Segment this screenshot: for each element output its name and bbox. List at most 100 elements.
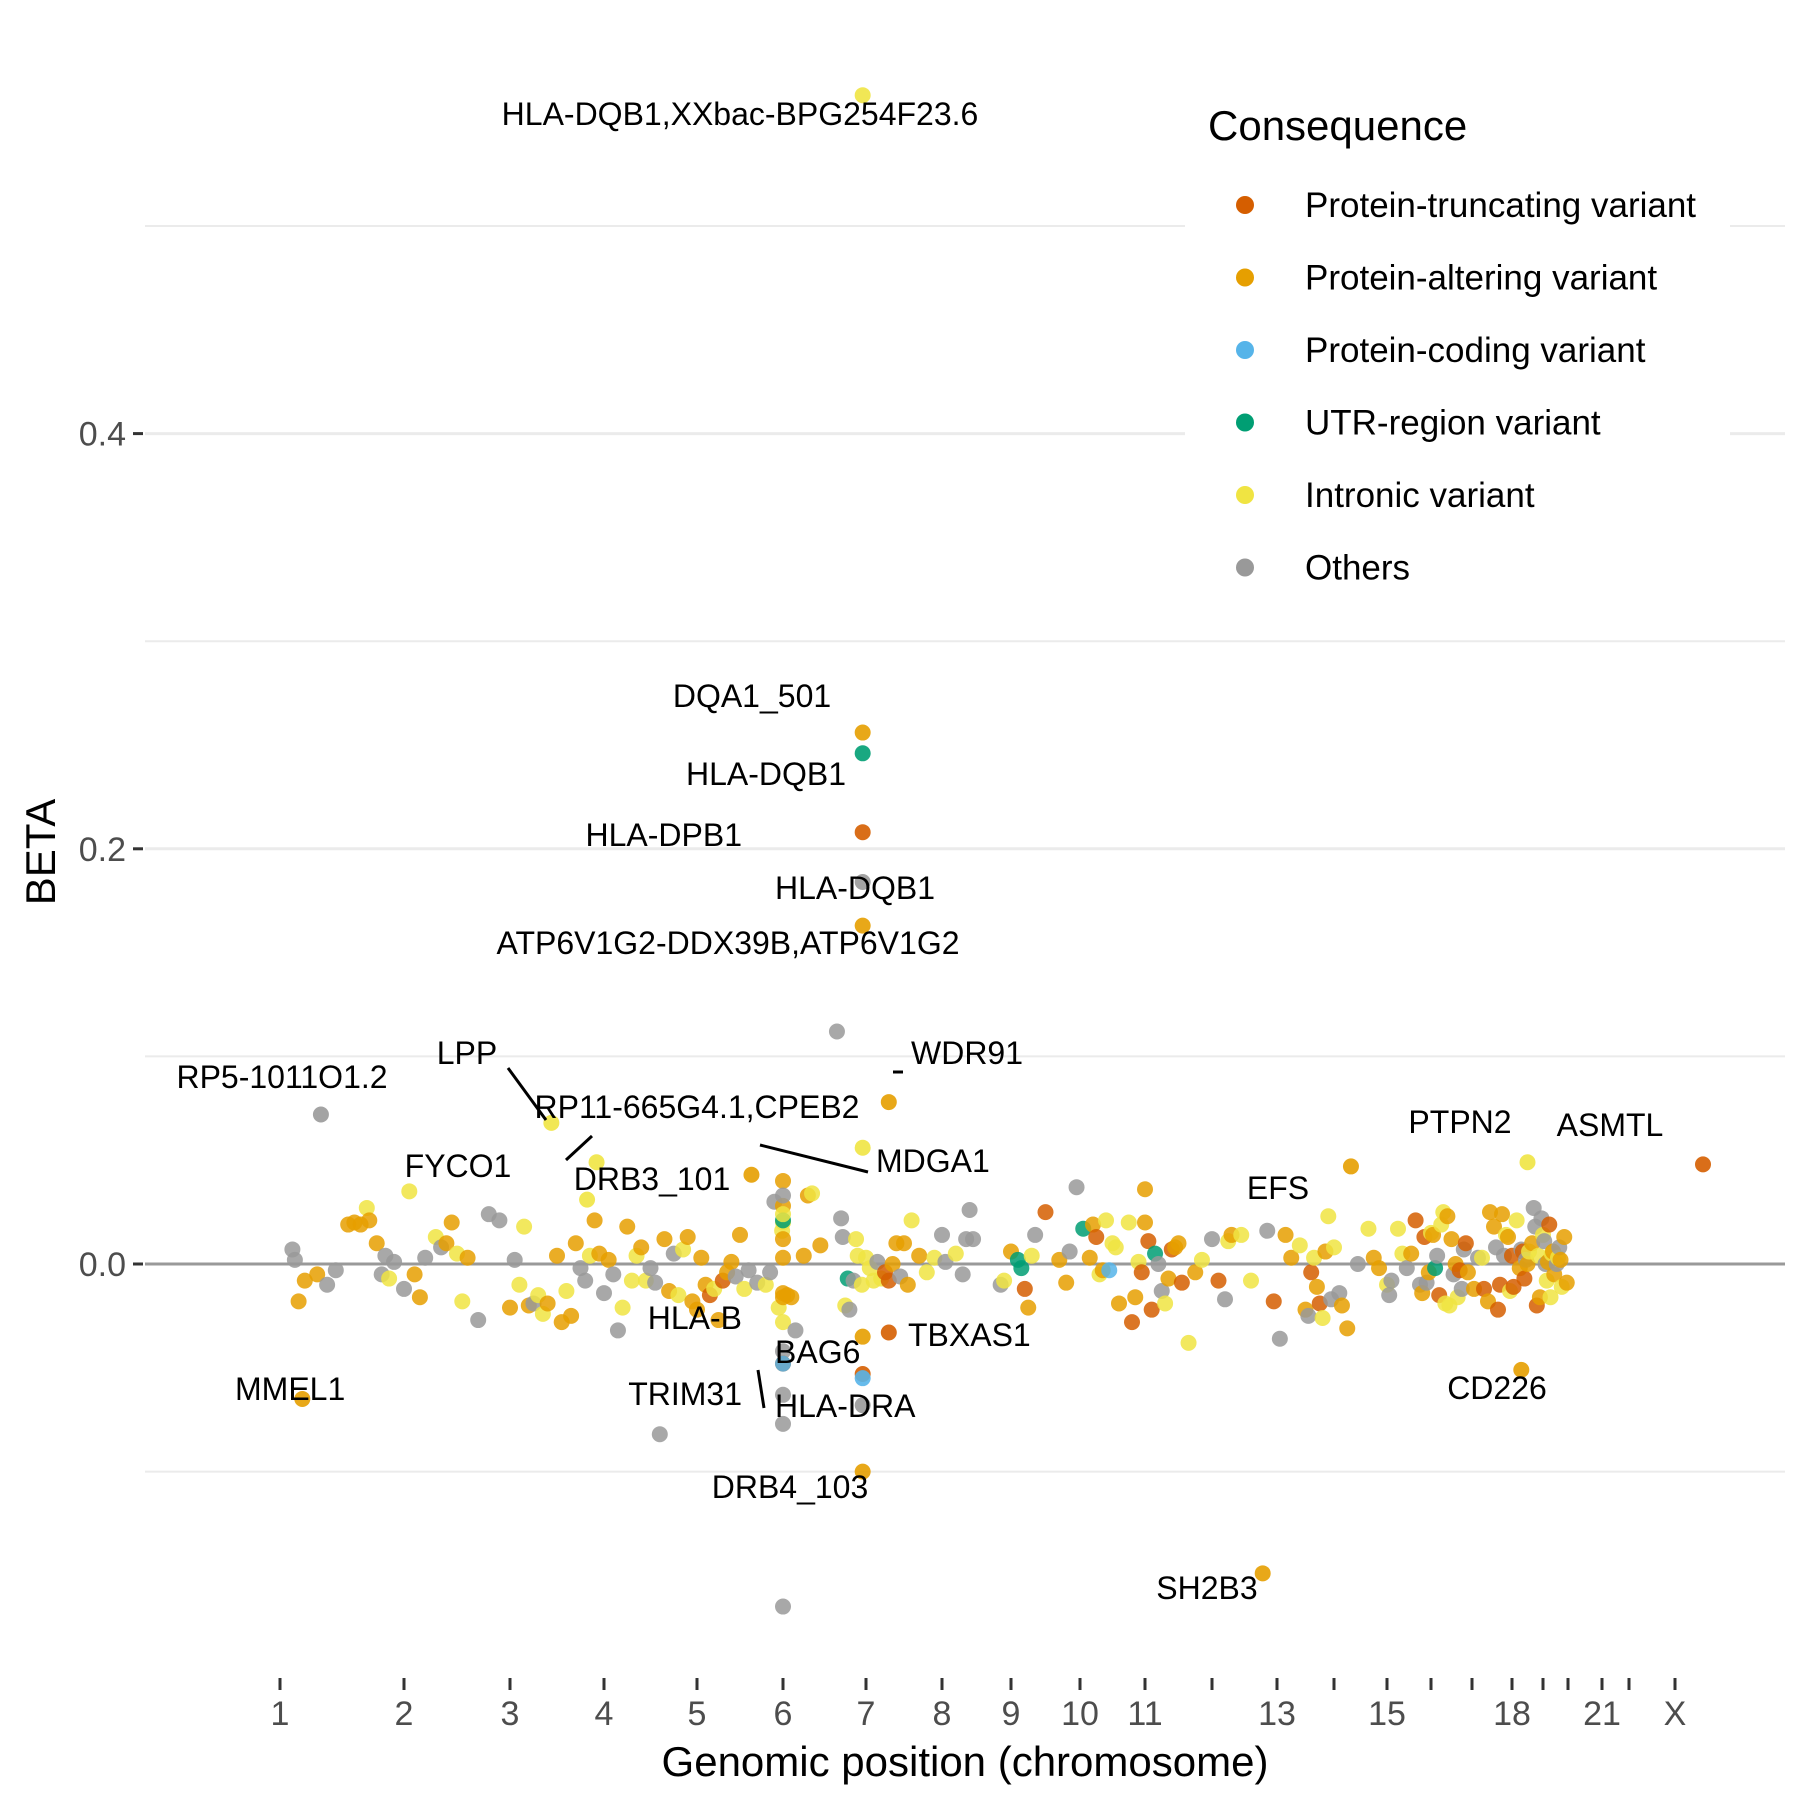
data-point: [286, 1251, 303, 1268]
labeled-data-point: [588, 1154, 605, 1171]
gene-label: DQA1_501: [673, 678, 831, 714]
data-point: [1552, 1251, 1569, 1268]
data-point: [1403, 1245, 1420, 1262]
legend-label-pcv: Protein-coding variant: [1305, 331, 1646, 370]
data-point: [1486, 1218, 1502, 1235]
data-point: [833, 1210, 850, 1227]
data-point: [1349, 1256, 1366, 1272]
data-point: [1037, 1204, 1054, 1221]
data-point: [502, 1299, 518, 1316]
data-point: [848, 1231, 865, 1248]
data-point: [386, 1253, 403, 1270]
data-point: [1081, 1249, 1098, 1266]
data-point: [1150, 1256, 1167, 1272]
data-point: [1459, 1264, 1476, 1281]
x-tick-label: 18: [1493, 1695, 1531, 1733]
data-point: [1217, 1291, 1233, 1308]
data-point: [1476, 1280, 1492, 1297]
gene-label: RP5-1011O1.2: [176, 1059, 387, 1095]
data-point: [1013, 1260, 1030, 1277]
x-tick-label: 13: [1258, 1695, 1296, 1733]
data-point: [1339, 1320, 1356, 1337]
labeled-data-point: [854, 1463, 871, 1480]
data-point: [1331, 1285, 1348, 1302]
y-tick-label: 0.4: [79, 416, 126, 454]
data-point: [470, 1312, 487, 1329]
labeled-data-point: [854, 745, 871, 762]
data-point: [1111, 1295, 1127, 1312]
data-point: [1326, 1239, 1342, 1256]
y-axis-title: BETA: [17, 799, 64, 906]
x-tick-label: 7: [857, 1695, 876, 1733]
data-point: [775, 1231, 791, 1248]
data-point: [965, 1231, 982, 1248]
gene-label: WDR91: [911, 1035, 1023, 1071]
data-point: [710, 1312, 727, 1329]
data-point: [406, 1266, 423, 1283]
data-point: [614, 1299, 631, 1316]
gene-label: HLA-DQB1: [686, 756, 846, 792]
data-point: [775, 1386, 791, 1403]
data-point: [368, 1235, 385, 1252]
data-point: [1439, 1208, 1456, 1225]
x-tick-label: 8: [933, 1695, 952, 1733]
data-point: [775, 1206, 791, 1223]
data-point: [491, 1212, 508, 1229]
labeled-data-point: [880, 1324, 897, 1341]
data-point: [834, 1229, 851, 1246]
data-point: [1068, 1179, 1085, 1196]
x-tick-label: 11: [1127, 1695, 1162, 1733]
data-point: [775, 1172, 791, 1189]
gene-label: HLA-B: [648, 1300, 742, 1336]
data-point: [558, 1282, 575, 1299]
data-point: [947, 1245, 964, 1262]
legend-label-others: Others: [1305, 549, 1410, 588]
data-point: [1243, 1272, 1259, 1289]
labeled-data-point: [854, 1370, 871, 1387]
data-point: [884, 1256, 901, 1272]
y-tick-label: 0.0: [79, 1246, 126, 1284]
labeled-data-point: [543, 1114, 560, 1131]
data-point: [1500, 1229, 1516, 1246]
data-point: [675, 1241, 692, 1258]
legend-key-pav: [1236, 268, 1254, 287]
data-point: [1127, 1289, 1144, 1306]
data-point: [1210, 1272, 1227, 1289]
labeled-data-point: [294, 1390, 311, 1407]
data-point: [1204, 1231, 1220, 1248]
data-point: [1160, 1270, 1177, 1287]
data-point: [1381, 1287, 1398, 1304]
data-point: [996, 1272, 1013, 1289]
data-point: [1016, 1280, 1033, 1297]
legend-items: Protein-truncating variant Protein-alteri…: [1236, 186, 1696, 588]
data-point: [309, 1266, 326, 1283]
data-point: [290, 1293, 307, 1310]
x-tick-label: X: [1664, 1695, 1687, 1733]
data-point: [1516, 1270, 1533, 1287]
x-tick-label: 9: [1002, 1695, 1021, 1733]
data-point: [577, 1272, 594, 1289]
data-point: [381, 1270, 398, 1287]
x-tick-label: 5: [688, 1695, 707, 1733]
data-point: [1170, 1235, 1187, 1252]
data-point: [1308, 1278, 1325, 1295]
data-point: [396, 1280, 412, 1297]
data-point: [775, 1415, 791, 1432]
data-point: [1360, 1220, 1377, 1237]
data-point: [775, 1249, 791, 1266]
data-point: [689, 1301, 705, 1318]
data-point: [417, 1249, 434, 1266]
gene-label: HLA-DRA: [775, 1388, 916, 1424]
data-point: [1494, 1206, 1510, 1223]
data-point: [1303, 1264, 1320, 1281]
labeled-data-point: [854, 1397, 871, 1414]
legend-key-pcv: [1236, 341, 1254, 359]
data-point: [757, 1276, 774, 1293]
data-point: [1233, 1226, 1250, 1243]
data-point: [1180, 1334, 1197, 1351]
labeled-data-point: [743, 1166, 760, 1183]
data-point: [459, 1249, 476, 1266]
gene-label: CD226: [1447, 1370, 1547, 1406]
data-point: [762, 1264, 779, 1281]
